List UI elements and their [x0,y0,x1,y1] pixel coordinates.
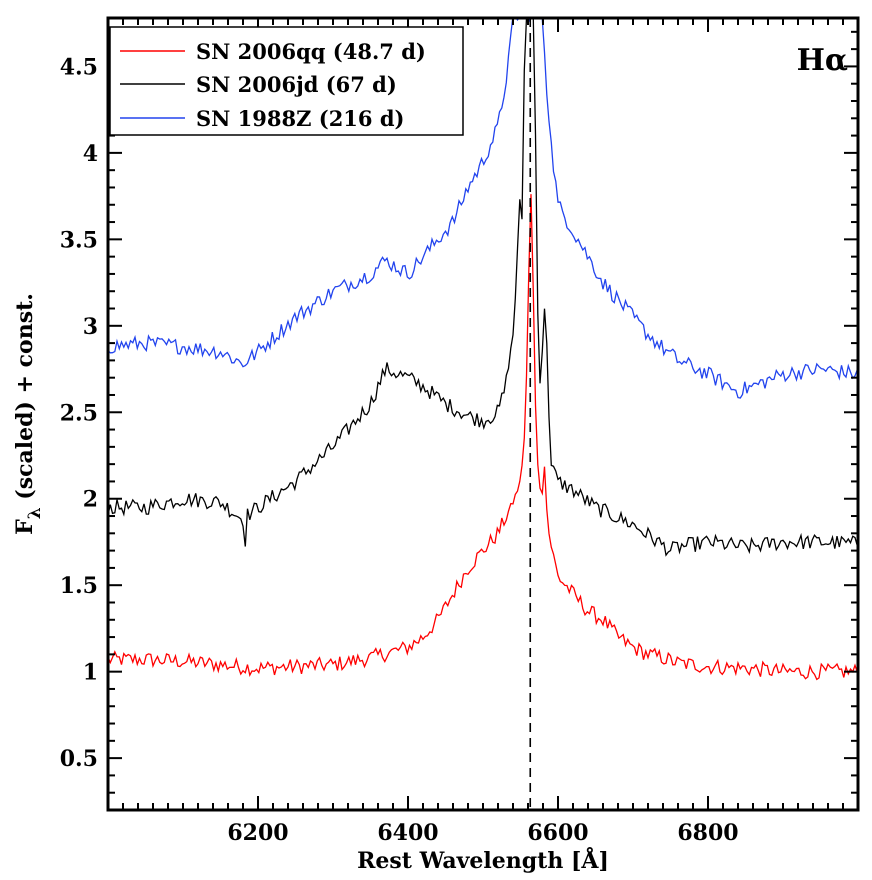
plot-frame [106,16,860,812]
h-alpha-label: Hα [797,43,848,78]
legend-label-sn1988z: SN 1988Z (216 d) [196,106,404,131]
y-tick-label: 3 [83,314,98,340]
y-tick-labels: 0.5 1 1.5 2 2.5 3 3.5 4 4.5 [60,54,98,772]
y-tick-label: 0.5 [60,746,98,772]
x-tick-label: 6800 [677,820,738,846]
y-tick-label: 2.5 [60,400,98,426]
y-axis-title-rest: (scaled) + const. [12,293,38,507]
y-tick-label: 4.5 [60,54,98,80]
x-tick-label: 6200 [227,820,288,846]
legend-label-sn2006qq: SN 2006qq (48.7 d) [196,39,426,64]
series-line-2006qq [108,194,858,681]
y-axis-title: Fλ (scaled) + const. [12,293,45,535]
series-line-2006jd [108,18,858,557]
x-tick-labels: 6200 6400 6600 6800 [227,820,738,846]
y-axis-title-subscript: λ [25,507,45,519]
y-tick-label: 2 [83,487,98,513]
series-layer [108,18,858,681]
y-tick-label: 3.5 [60,227,98,253]
y-tick-label: 4 [83,141,98,167]
y-tick-label: 1 [83,660,98,686]
legend-label-sn2006jd: SN 2006jd (67 d) [196,72,397,97]
legend-box [109,26,464,136]
series-line-1988z [108,18,858,399]
legend: SN 2006qq (48.7 d) SN 2006jd (67 d) SN 1… [109,26,464,136]
x-tick-label: 6600 [527,820,588,846]
x-axis-title: Rest Wavelength [Å] [357,847,609,874]
y-axis-title-main: F [12,519,38,535]
axis-ticks [107,18,859,810]
x-tick-label: 6400 [377,820,438,846]
y-tick-label: 1.5 [60,573,98,599]
